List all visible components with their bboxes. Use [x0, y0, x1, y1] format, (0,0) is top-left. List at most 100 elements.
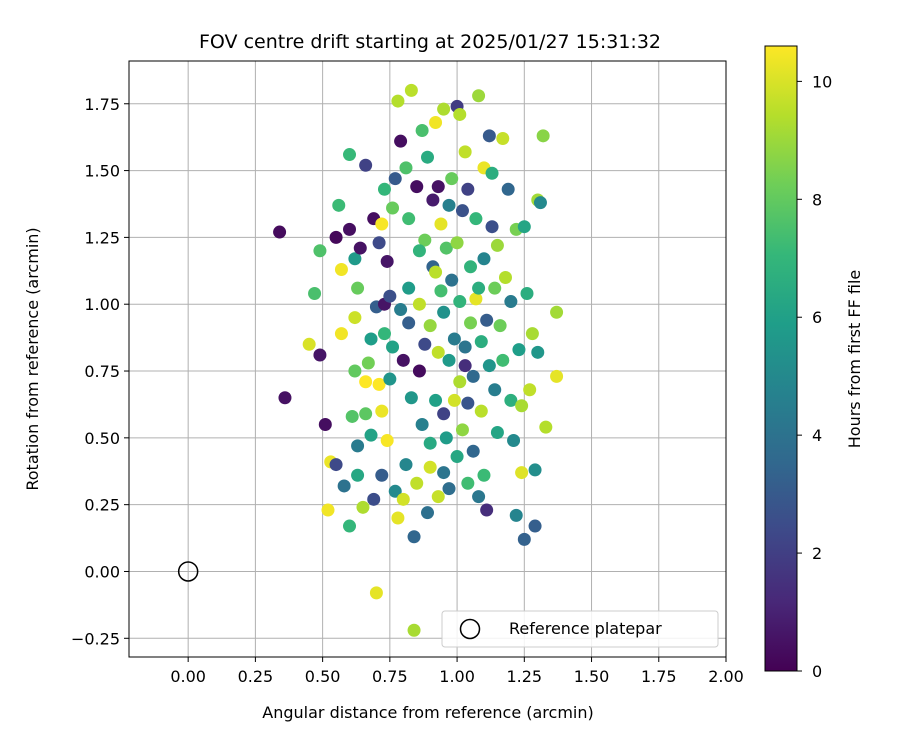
legend-box	[441, 610, 719, 648]
data-point	[356, 500, 370, 514]
data-point	[343, 519, 357, 533]
data-point	[337, 479, 351, 493]
x-tick-label: 0.25	[238, 667, 274, 686]
data-point	[482, 359, 496, 373]
data-point	[539, 420, 553, 434]
data-point	[353, 241, 367, 255]
data-point	[332, 198, 346, 212]
data-point	[396, 353, 410, 367]
data-point	[496, 353, 510, 367]
data-point	[507, 434, 521, 448]
data-point	[488, 281, 502, 295]
data-points	[273, 83, 564, 637]
data-point	[367, 492, 381, 506]
data-point	[391, 511, 405, 525]
data-point	[485, 166, 499, 180]
data-point	[431, 180, 445, 194]
data-point	[437, 305, 451, 319]
data-point	[550, 369, 564, 383]
data-point	[375, 468, 389, 482]
data-point	[504, 295, 518, 309]
x-tick-label: 0.75	[372, 667, 408, 686]
legend-reference-label: Reference platepar	[509, 619, 662, 638]
data-point	[383, 372, 397, 386]
y-tick-label: 0.25	[84, 496, 120, 515]
data-point	[442, 482, 456, 496]
data-point	[410, 180, 424, 194]
data-point	[402, 281, 416, 295]
data-point	[394, 134, 408, 148]
colorbar: 0 2 4 6 8 10 Hours from first FF file	[764, 45, 864, 681]
reference-marker-group	[177, 561, 199, 582]
data-point	[504, 393, 518, 407]
y-tick-label: 1.75	[84, 95, 120, 114]
data-point	[402, 316, 416, 330]
data-point	[313, 244, 327, 258]
data-point	[466, 444, 480, 458]
data-point	[334, 262, 348, 276]
data-point	[458, 359, 472, 373]
data-point	[431, 345, 445, 359]
data-point	[461, 476, 475, 490]
data-point	[388, 172, 402, 186]
legend-reference-marker	[459, 618, 481, 640]
x-tick-label: 1.25	[506, 667, 542, 686]
data-point	[447, 393, 461, 407]
y-tick-label: 1.25	[84, 228, 120, 247]
x-tick-label: 1.50	[574, 667, 610, 686]
data-point	[418, 233, 432, 247]
data-point	[431, 490, 445, 504]
data-point	[528, 519, 542, 533]
data-point	[437, 466, 451, 480]
y-axis-label: Rotation from reference (arcmin)	[23, 227, 42, 490]
data-point	[464, 316, 478, 330]
data-point	[386, 201, 400, 215]
legend: Reference platepar	[441, 610, 719, 648]
data-point	[474, 335, 488, 349]
data-point	[423, 319, 437, 333]
x-tick-label: 0.50	[305, 667, 341, 686]
colorbar-label: Hours from first FF file	[845, 270, 864, 449]
data-point	[490, 425, 504, 439]
data-point	[351, 468, 365, 482]
data-point	[359, 158, 373, 172]
data-point	[348, 364, 362, 378]
data-point	[509, 508, 523, 522]
data-point	[278, 391, 292, 405]
data-point	[380, 254, 394, 268]
data-point	[525, 327, 539, 341]
data-point	[345, 409, 359, 423]
data-point	[515, 466, 529, 480]
data-point	[437, 102, 451, 116]
data-point	[477, 468, 491, 482]
colorbar-tick-label: 8	[812, 190, 822, 209]
data-point	[394, 303, 408, 317]
data-point	[343, 148, 357, 162]
colorbar-ticks: 0 2 4 6 8 10	[797, 72, 832, 681]
data-point	[359, 375, 373, 389]
data-point	[458, 340, 472, 354]
data-point	[412, 297, 426, 311]
data-point	[321, 503, 335, 517]
data-point	[523, 383, 537, 397]
data-point	[536, 129, 550, 143]
data-point	[404, 83, 418, 97]
data-point	[410, 476, 424, 490]
data-point	[493, 319, 507, 333]
data-point	[455, 423, 469, 437]
data-point	[453, 375, 467, 389]
data-point	[439, 241, 453, 255]
data-point	[442, 198, 456, 212]
plot-gridlines	[129, 61, 727, 657]
data-point	[380, 434, 394, 448]
data-point	[348, 311, 362, 325]
data-point	[364, 332, 378, 346]
data-point	[496, 132, 510, 146]
data-point	[445, 172, 459, 186]
colorbar-tick-label: 0	[812, 662, 822, 681]
data-point	[318, 417, 332, 431]
colorbar-tick-label: 10	[812, 72, 832, 91]
data-point	[402, 212, 416, 226]
data-point	[517, 220, 531, 234]
